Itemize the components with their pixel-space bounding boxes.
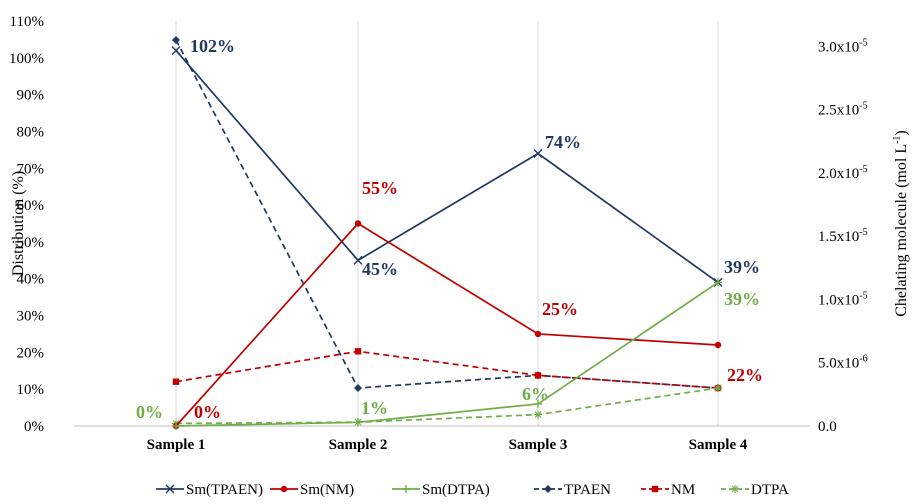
marker-sm-dtpa	[172, 422, 180, 430]
data-label: 74%	[545, 132, 581, 152]
data-labels: 102% 45% 74% 39% 0% 55% 25% 22% 0% 1% 6% 39%	[136, 36, 763, 422]
data-label: 39%	[724, 289, 760, 309]
legend-marker	[165, 484, 175, 494]
y2-tick-label: 1.5x10-5	[818, 227, 868, 245]
series-dtpa	[172, 384, 722, 428]
data-label: 25%	[542, 299, 578, 319]
y-tick-label: 110%	[10, 14, 44, 30]
series-sm-nm	[172, 220, 722, 430]
y-tick-label: 0%	[24, 419, 44, 435]
line-dtpa	[175, 387, 719, 425]
x-tick-label: Sample 4	[689, 437, 748, 453]
y2-tick-label: 2.0x10-5	[818, 164, 868, 182]
legend-label: NM	[671, 482, 695, 498]
legend-item-dtpa: DTPA	[721, 482, 789, 498]
y-tick-label: 80%	[17, 124, 45, 140]
marker-sm-tpaen	[353, 255, 363, 265]
y2-tick-label: 0.0	[818, 419, 837, 435]
data-label: 6%	[522, 384, 549, 404]
y2-tick-label: 5.0x10-6	[818, 354, 868, 372]
y-tick-label: 20%	[17, 345, 45, 361]
line-sm-dtpa	[175, 281, 719, 427]
data-label: 55%	[362, 178, 398, 198]
x-tick-label: Sample 2	[329, 437, 388, 453]
line-sm-nm	[175, 222, 719, 427]
data-label: 0%	[194, 402, 221, 422]
y-tick-label: 70%	[17, 161, 45, 177]
data-label: 0%	[136, 402, 163, 422]
legend-label: TPAEN	[564, 482, 611, 498]
y-tick-label: 10%	[17, 382, 45, 398]
series-sm-tpaen	[171, 45, 723, 287]
marker-nm	[172, 378, 180, 385]
marker-sm-dtpa	[714, 278, 722, 287]
legend-marker	[544, 485, 552, 493]
legend-marker	[651, 485, 659, 493]
series	[171, 35, 723, 430]
y2-axis-title: Chelating molecule (mol L-1)	[892, 130, 910, 317]
data-label: 45%	[362, 259, 398, 279]
y-tick-label: 50%	[17, 235, 45, 251]
series-sm-dtpa	[172, 278, 722, 430]
legend-item-sm-tpaen: Sm(TPAEN)	[156, 482, 263, 498]
marker-sm-dtpa	[534, 399, 542, 408]
y2-tick-label: 3.0x10-5	[818, 37, 868, 55]
marker-sm-nm	[714, 341, 722, 349]
legend-label: DTPA	[751, 482, 789, 498]
line-sm-tpaen	[175, 49, 719, 284]
legend-label: Sm(NM)	[300, 482, 354, 498]
legend-label: Sm(DTPA)	[422, 482, 490, 498]
y-tick-label: 30%	[17, 309, 45, 325]
legend-label: Sm(TPAEN)	[186, 482, 263, 498]
gridlines	[175, 21, 719, 426]
x-tick-label: Sample 1	[147, 437, 206, 453]
marker-sm-tpaen	[533, 149, 543, 159]
marker-sm-dtpa	[354, 418, 362, 427]
legend-item-sm-dtpa: Sm(DTPA)	[392, 482, 490, 498]
y-tick-label: 60%	[17, 198, 45, 214]
marker-tpaen	[172, 35, 180, 44]
legend-marker	[402, 485, 410, 493]
x-tick-label: Sample 3	[509, 437, 568, 453]
legend-item-tpaen: TPAEN	[534, 482, 611, 498]
data-label: 102%	[190, 36, 235, 56]
y2-tick-label: 2.5x10-5	[818, 101, 868, 119]
series-nm	[172, 348, 722, 392]
line-nm	[175, 350, 719, 389]
legend-marker	[280, 485, 288, 493]
y-tick-label: 100%	[9, 51, 44, 67]
data-label: 22%	[727, 365, 763, 385]
marker-nm	[534, 372, 542, 379]
data-label: 1%	[361, 398, 388, 418]
marker-sm-tpaen	[171, 45, 181, 55]
line-tpaen	[175, 39, 719, 389]
marker-dtpa	[714, 384, 722, 393]
y-axis-title: Distribution (%)	[10, 171, 27, 276]
marker-tpaen	[354, 384, 362, 393]
legend: Sm(TPAEN) Sm(NM) Sm(DTPA) TPAEN NM DTPA	[156, 482, 789, 498]
marker-nm	[354, 348, 362, 355]
y-tick-label: 40%	[17, 272, 45, 288]
marker-dtpa	[534, 410, 542, 419]
marker-sm-nm	[534, 330, 542, 338]
axes: 0% 10% 20% 30% 40% 50% 60% 70% 80% 90% 100% 110% 0.0…	[9, 14, 910, 453]
y-tick-label: 90%	[17, 88, 45, 104]
data-label: 39%	[724, 257, 760, 277]
legend-item-sm-nm: Sm(NM)	[270, 482, 354, 498]
marker-sm-nm	[354, 220, 362, 227]
legend-item-nm: NM	[641, 482, 695, 498]
y2-tick-label: 1.0x10-5	[818, 290, 868, 308]
legend-marker	[731, 485, 739, 493]
